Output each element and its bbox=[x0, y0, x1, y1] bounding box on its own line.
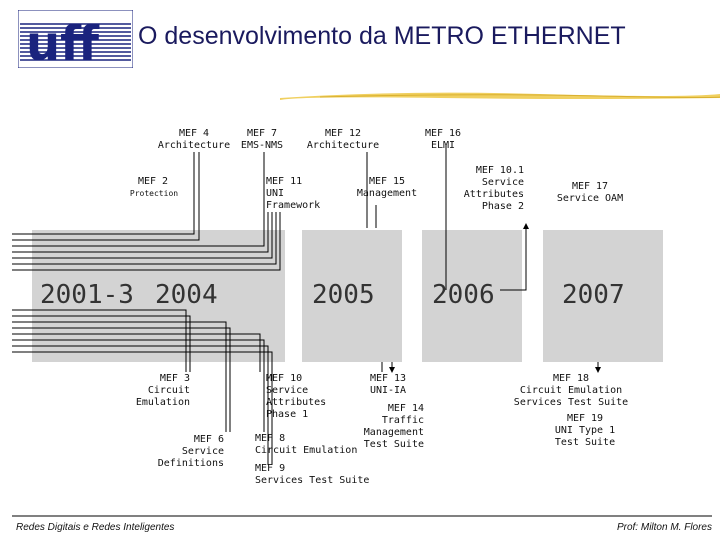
label-mef2: MEF 2 bbox=[137, 176, 169, 187]
band-2005 bbox=[302, 230, 402, 362]
label-mef12: MEF 12 Architecture bbox=[306, 128, 380, 151]
year-2001-3: 2001-3 bbox=[40, 280, 134, 310]
footer-right: Prof: Milton M. Flores bbox=[616, 522, 712, 533]
label-mef3: MEF 3 Circuit Emulation bbox=[135, 373, 190, 408]
label-mef17: MEF 17 Service OAM bbox=[556, 181, 624, 204]
label-mef6: MEF 6 Service Definitions bbox=[157, 434, 224, 469]
logo-text: uff bbox=[26, 16, 100, 68]
page-title: O desenvolvimento da METRO ETHERNET bbox=[138, 22, 626, 50]
label-mef4: MEF 4 Architecture bbox=[157, 128, 231, 151]
year-2006: 2006 bbox=[432, 280, 495, 310]
label-mef18: MEF 18 Circuit Emulation Services Test S… bbox=[513, 373, 629, 408]
label-mef19: MEF 19 UNI Type 1 Test Suite bbox=[554, 413, 616, 448]
label-mef16: MEF 16 ELMI bbox=[424, 128, 462, 151]
year-2007: 2007 bbox=[562, 280, 625, 310]
label-mef14: MEF 14 Traffic Management Test Suite bbox=[363, 403, 424, 450]
year-2004: 2004 bbox=[155, 280, 218, 310]
footer-left: Redes Digitais e Redes Inteligentes bbox=[16, 522, 175, 533]
uff-logo: uff bbox=[17, 9, 134, 72]
label-mef10-1: MEF 10.1 Service Attributes Phase 2 bbox=[463, 165, 524, 212]
label-mef10: MEF 10 Service Attributes Phase 1 bbox=[266, 373, 327, 420]
label-mef9: MEF 9 Services Test Suite bbox=[255, 463, 370, 486]
label-mef7: MEF 7 EMS-NMS bbox=[240, 128, 284, 151]
label-mef13: MEF 13 UNI-IA bbox=[369, 373, 407, 396]
label-mef11: MEF 11 UNI Framework bbox=[266, 176, 321, 211]
label-mef15: MEF 15 Management bbox=[356, 176, 418, 199]
year-2005: 2005 bbox=[312, 280, 375, 310]
band-2006 bbox=[422, 230, 522, 362]
band-2007 bbox=[543, 230, 663, 362]
title-swoosh bbox=[280, 88, 720, 108]
label-mef8: MEF 8 Circuit Emulation bbox=[255, 433, 358, 456]
label-mef2-sub: Protection bbox=[129, 189, 179, 198]
